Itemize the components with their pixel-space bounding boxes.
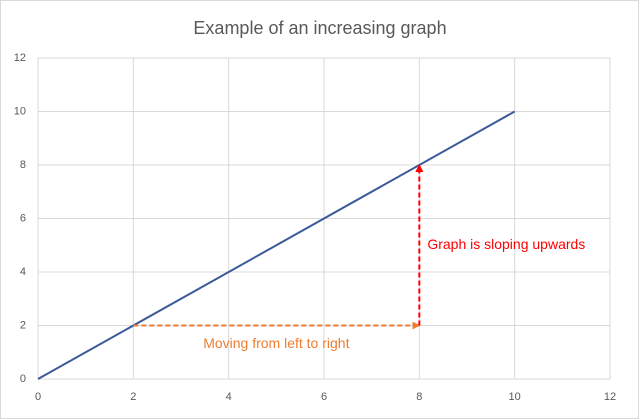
x-tick-label: 4: [226, 391, 232, 403]
y-tick-label: 12: [14, 52, 26, 64]
x-tick-label: 2: [130, 391, 136, 403]
annotation-text: Moving from left to right: [203, 335, 349, 351]
data-line: [37, 110, 516, 380]
x-tick-label: 0: [35, 391, 41, 403]
y-tick-label: 2: [20, 319, 26, 331]
annotation-text: Graph is sloping upwards: [427, 236, 585, 252]
y-tick-label: 10: [14, 105, 26, 117]
chart-title: Example of an increasing graph: [193, 18, 446, 38]
y-tick-label: 0: [20, 373, 26, 385]
y-tick-label: 6: [20, 212, 26, 224]
y-tick-label: 8: [20, 159, 26, 171]
y-tick-label: 4: [20, 266, 26, 278]
x-tick-label: 10: [509, 391, 521, 403]
x-tick-label: 6: [321, 391, 327, 403]
x-tick-label: 12: [604, 391, 616, 403]
x-tick-label: 8: [416, 391, 422, 403]
